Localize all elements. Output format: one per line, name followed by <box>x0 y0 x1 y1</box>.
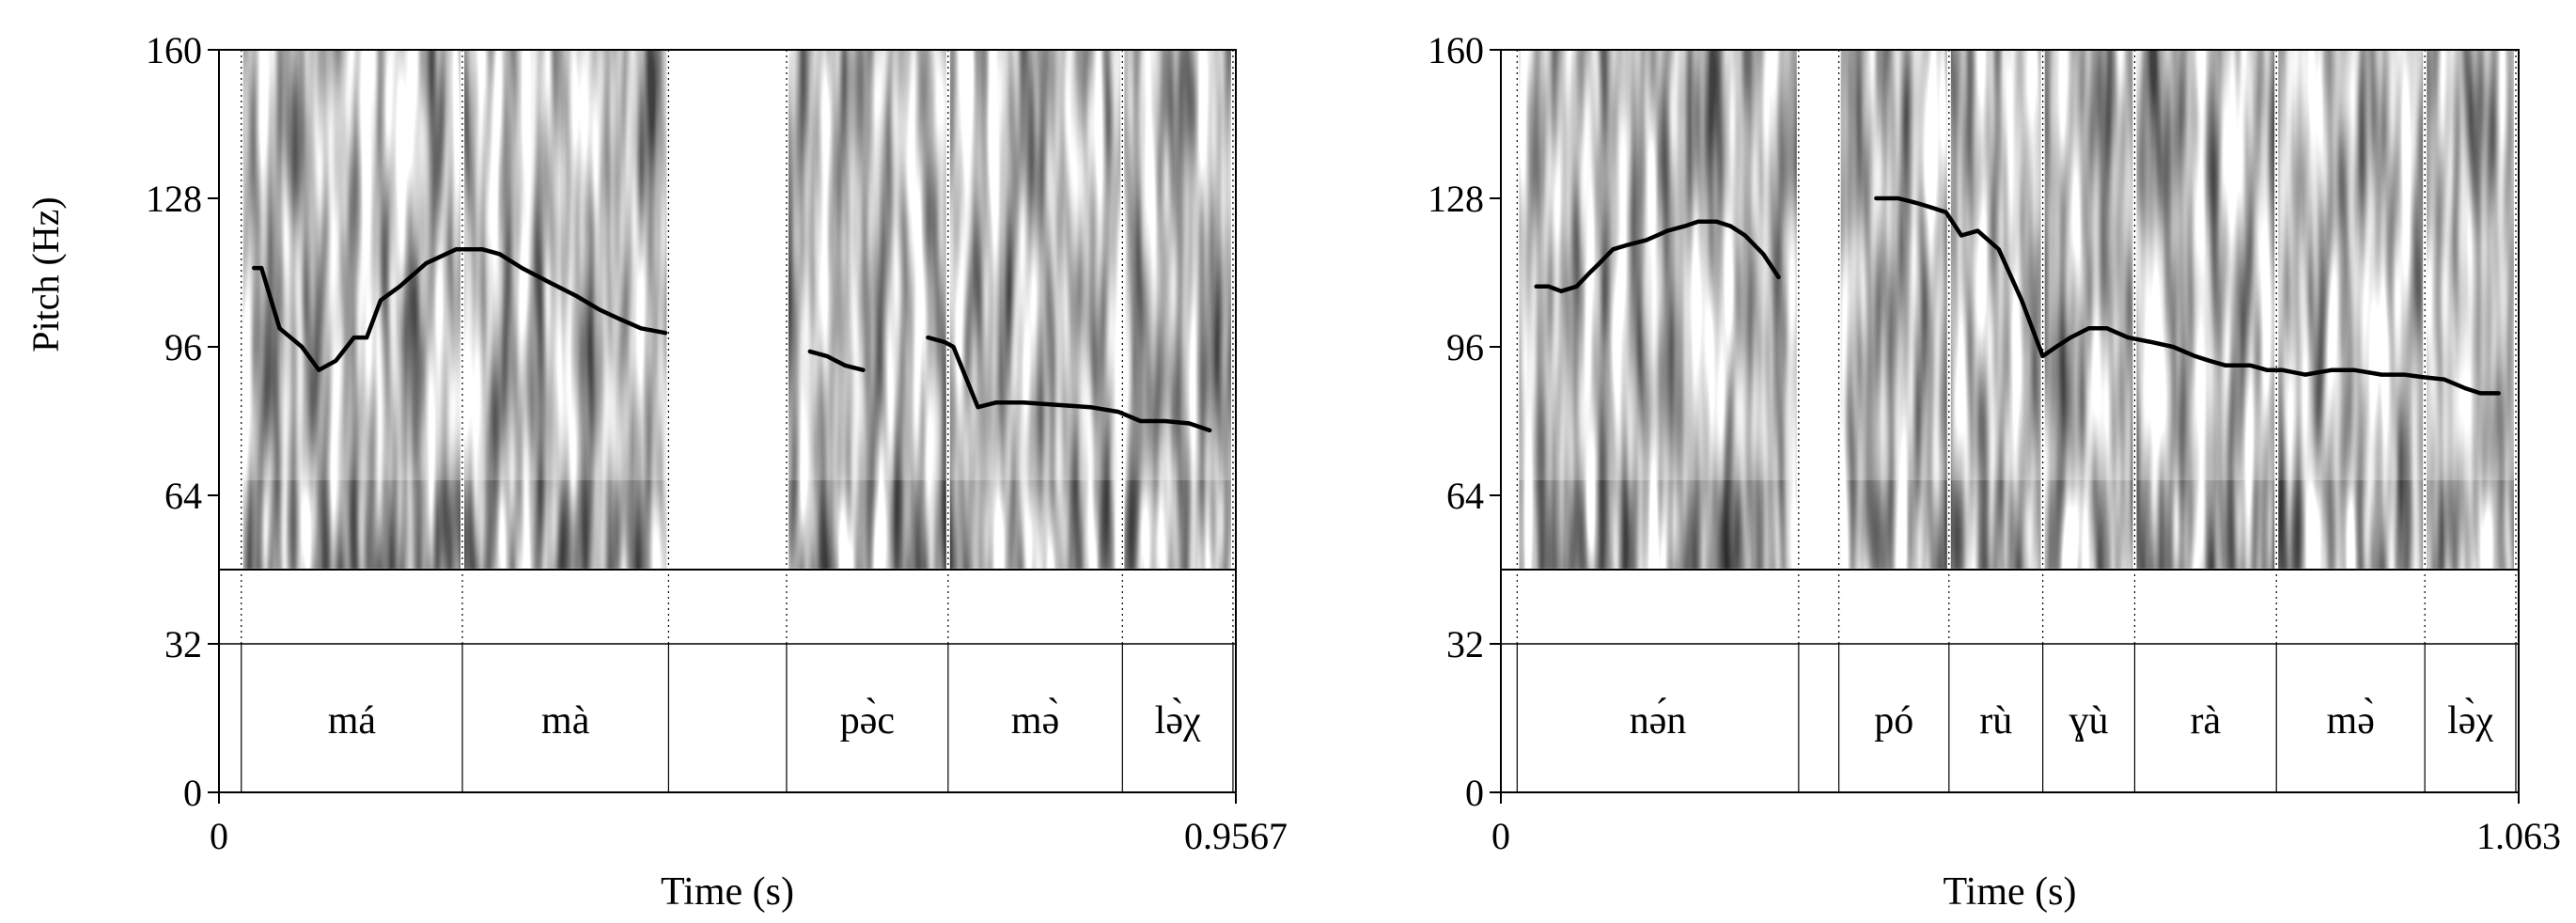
right-panel: nə́n pó rù ɣù rà mə̀ lə̀χ 0 32 64 96 128 160 0 1.063 Ti… <box>1428 29 2561 914</box>
spectrogram-lowband <box>242 480 461 568</box>
spectrogram-lowband <box>949 480 1121 568</box>
spectrogram-lowband <box>1840 480 1947 568</box>
spectrogram-lowband <box>463 480 667 568</box>
left-panel: má mà pə̀c mə̀ lə̀χ 0 32 64 96 128 160 0 0.9567 Time … <box>146 29 1288 914</box>
spectrogram-lowband <box>2427 480 2514 568</box>
syllable-label: rà <box>2191 699 2222 743</box>
y-tick-label: 0 <box>183 772 202 814</box>
y-tick-label: 32 <box>164 623 202 665</box>
x-axis-title: Time (s) <box>661 870 794 914</box>
syllable-label: lə̀χ <box>2447 697 2493 743</box>
spectrogram-lowband <box>2136 480 2275 568</box>
pitch-contour <box>926 335 1212 433</box>
syllable-label: pó <box>1874 699 1913 743</box>
y-tick-label: 32 <box>1446 623 1484 665</box>
syllable-label: nə́n <box>1630 697 1687 743</box>
spectrogram <box>1519 50 2514 570</box>
y-axis-title: Pitch (Hz) <box>24 196 67 352</box>
spectrogram-lowband <box>2044 480 2133 568</box>
pitch-contour <box>1874 196 2501 396</box>
syllable-label: ɣù <box>2069 699 2109 743</box>
spectrogram-lowband <box>1519 480 1797 568</box>
spectrogram-lowband <box>1124 480 1231 568</box>
syllable-label: mə̀ <box>1011 697 1059 743</box>
spectrogram <box>242 50 1231 570</box>
y-tick-label: 96 <box>1446 326 1484 368</box>
x-tick-label: 0.9567 <box>1184 815 1288 857</box>
pitch-contour <box>252 247 668 372</box>
y-tick-label: 160 <box>146 29 202 71</box>
x-tick-label: 0 <box>210 815 228 857</box>
syllable-label: má <box>328 699 377 743</box>
y-tick-label: 128 <box>146 178 202 220</box>
y-tick-label: 96 <box>164 326 202 368</box>
spectrogram-lowband <box>2278 480 2424 568</box>
x-tick-label: 1.063 <box>2476 815 2561 857</box>
syllable-label: mà <box>541 699 590 743</box>
syllable-label: pə̀c <box>840 697 895 743</box>
y-tick-label: 0 <box>1465 772 1484 814</box>
pitch-contour <box>807 349 866 372</box>
syllable-label: mə̀ <box>2327 697 2375 743</box>
y-tick-label: 160 <box>1428 29 1484 71</box>
y-tick-label: 64 <box>164 475 202 517</box>
plot-frame <box>218 49 1237 793</box>
spectrogram-lowband <box>1950 480 2041 568</box>
plot-frame <box>1500 49 2520 793</box>
y-tick-label: 64 <box>1446 475 1484 517</box>
syllable-label: lə̀χ <box>1155 697 1201 743</box>
syllable-label: rù <box>1979 699 2012 743</box>
x-tick-label: 0 <box>1491 815 1510 857</box>
x-axis-title: Time (s) <box>1944 870 2077 914</box>
y-tick-label: 128 <box>1428 178 1484 220</box>
pitch-contour <box>1534 219 1781 294</box>
spectrogram-lowband <box>788 480 946 568</box>
